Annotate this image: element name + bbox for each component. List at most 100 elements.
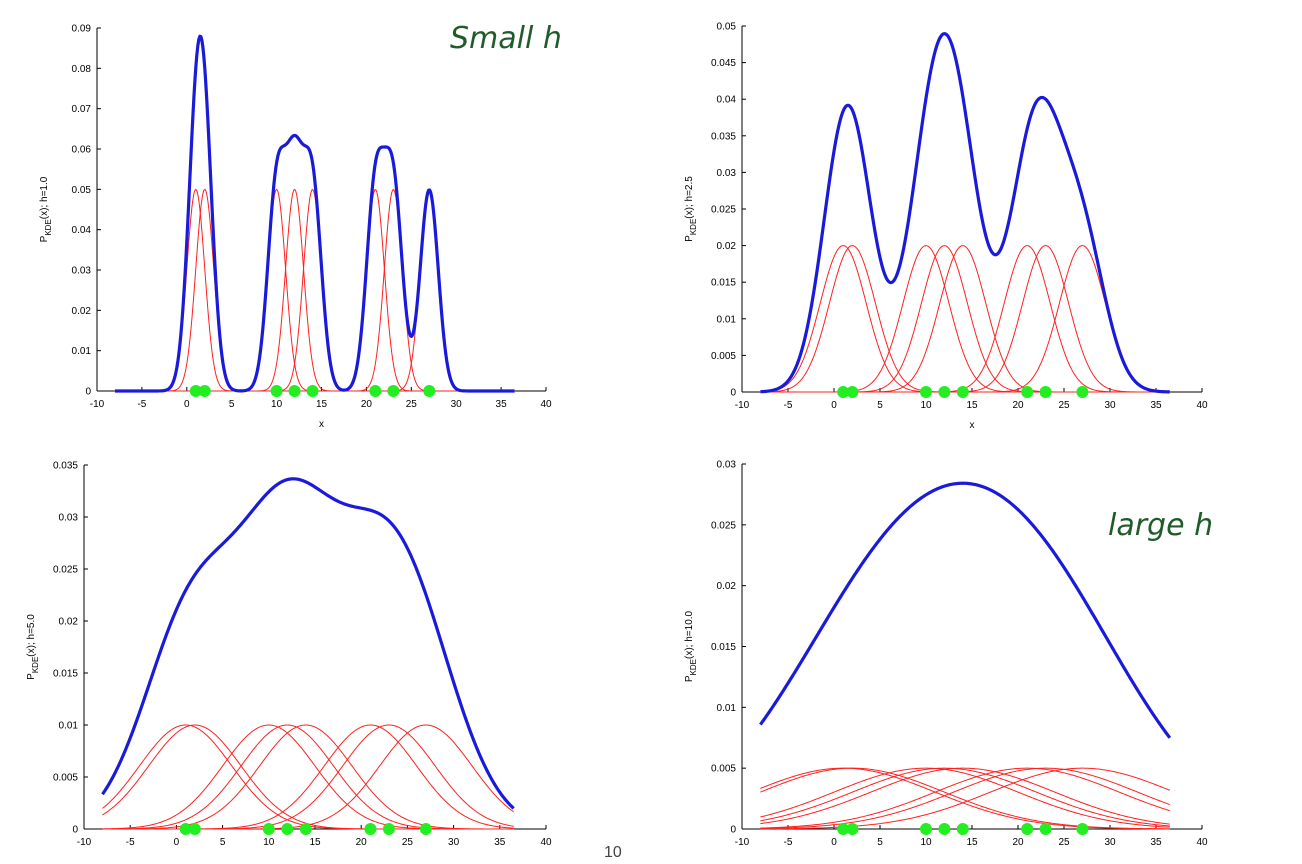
kde-plot-4: -10 -5 0 5 10 15 20 25 30 35 40 0 0.005 0.01 0.015 0.02… [684, 460, 1208, 849]
x-tick-label: 35 [1150, 400, 1162, 411]
data-point-1 [837, 823, 850, 835]
y-tick-label: 0 [85, 387, 91, 398]
y-tick-label: 0.03 [717, 168, 737, 179]
x-tick-label: 25 [1058, 400, 1070, 411]
y-tick-label: 0.05 [717, 22, 737, 33]
y-tick-label: 0.09 [72, 24, 92, 35]
kernel-curve-2 [760, 245, 1170, 393]
y-axis-label: PKDE(x); h=1.0 [39, 176, 53, 242]
data-point-3 [920, 386, 932, 398]
y-tick-label: 0.06 [72, 145, 92, 156]
kernel-curve-8 [760, 767, 1170, 830]
data-point-3 [270, 385, 283, 397]
y-axis-label-sub: KDE [689, 219, 698, 235]
y-tick-label: 0.015 [53, 669, 78, 680]
x-tick-label: 5 [877, 837, 883, 848]
data-point-8 [423, 385, 436, 397]
y-axis-label-rest: (x); h=5.0 [26, 614, 37, 657]
kernel-curve-4 [102, 724, 514, 830]
x-tick-label: 30 [1104, 837, 1116, 848]
kde-plot-1: -10 -5 0 5 10 15 20 25 30 35 40 0 0.01 0.02 0.03 0.04 0.… [39, 24, 552, 431]
kernel-curve-6 [760, 767, 1170, 829]
kernel-curve-7 [760, 245, 1170, 393]
data-point-1 [837, 386, 850, 398]
kernel-curve-8 [114, 188, 515, 392]
x-tick-label: 20 [356, 837, 368, 848]
y-axis-label: PKDE(x); h=2.5 [684, 176, 698, 242]
x-tick-label: -5 [784, 837, 793, 848]
kde-curve [114, 34, 516, 393]
y-axis-label-main: P [684, 675, 695, 682]
y-axis-label-rest: (x); h=10.0 [684, 610, 695, 659]
data-point-5 [956, 386, 969, 398]
data-point-5 [956, 823, 969, 835]
data-point-7 [387, 385, 400, 397]
y-tick-label: 0.02 [717, 241, 737, 252]
kernel-curve-7 [760, 767, 1170, 829]
x-tick-label: 10 [920, 400, 932, 411]
y-tick-label: 0.04 [717, 95, 737, 106]
y-tick-label: 0.005 [711, 764, 736, 775]
y-tick-label: 0.005 [711, 351, 736, 362]
kernel-curve-3 [114, 188, 515, 392]
data-point-8 [1076, 823, 1089, 835]
data-point-2 [846, 386, 859, 398]
x-tick-label: 40 [1196, 400, 1208, 411]
y-axis-label-sub: KDE [44, 219, 53, 235]
kernel-curve-5 [760, 767, 1170, 825]
y-axis-label-rest: (x); h=2.5 [684, 176, 695, 219]
data-point-7 [1039, 386, 1052, 398]
kde-curve [759, 32, 1171, 394]
data-point-8 [419, 823, 432, 835]
y-tick-label: 0.005 [53, 773, 78, 784]
data-point-7 [1039, 823, 1052, 835]
x-tick-label: -10 [735, 837, 750, 848]
x-tick-label: 40 [1196, 837, 1208, 848]
y-tick-label: 0.01 [59, 721, 79, 732]
x-tick-label: 15 [316, 399, 328, 410]
data-point-3 [262, 823, 275, 835]
y-tick-label: 0.08 [72, 64, 92, 75]
data-point-6 [1021, 823, 1034, 835]
kernel-curve-1 [760, 245, 1170, 393]
x-tick-label: 0 [174, 837, 180, 848]
y-tick-label: 0.01 [72, 346, 92, 357]
data-point-4 [281, 823, 294, 835]
y-tick-label: 0.04 [72, 225, 92, 236]
x-tick-label: -5 [784, 400, 793, 411]
y-tick-label: 0 [730, 388, 736, 399]
data-point-5 [299, 823, 312, 835]
data-point-2 [846, 823, 859, 835]
y-tick-label: 0.03 [717, 460, 737, 471]
x-tick-label: -5 [137, 399, 146, 410]
x-axis-label: x [970, 420, 975, 431]
x-tick-label: 35 [494, 837, 506, 848]
y-tick-label: 0.02 [59, 617, 79, 628]
y-tick-label: 0.01 [717, 703, 737, 714]
data-point-3 [920, 823, 932, 835]
kernel-curve-5 [760, 245, 1170, 393]
x-tick-label: 5 [877, 400, 883, 411]
x-tick-label: -10 [735, 400, 750, 411]
y-tick-label: 0 [72, 825, 78, 836]
x-tick-label: 0 [831, 837, 837, 848]
x-tick-label: 40 [540, 399, 552, 410]
page-number: 10 [604, 844, 622, 861]
x-tick-label: 10 [920, 837, 932, 848]
x-tick-label: 35 [496, 399, 508, 410]
x-tick-label: 30 [1104, 400, 1116, 411]
data-point-2 [198, 385, 211, 397]
kde-curve [101, 477, 515, 810]
data-point-1 [189, 385, 202, 397]
y-tick-label: 0.03 [72, 266, 92, 277]
kernel-curve-2 [760, 767, 1170, 830]
y-tick-label: 0.02 [717, 581, 737, 592]
y-tick-label: 0.015 [711, 642, 736, 653]
data-point-4 [288, 385, 301, 397]
kde-plot-3: -10 -5 0 5 10 15 20 25 30 35 40 0 0.005 0.01 0.015 0.02… [26, 461, 552, 849]
x-tick-label: 15 [966, 837, 978, 848]
kernel-curve-4 [760, 245, 1170, 393]
kernel-curve-4 [114, 188, 515, 392]
y-axis-label-rest: (x); h=1.0 [39, 176, 50, 219]
